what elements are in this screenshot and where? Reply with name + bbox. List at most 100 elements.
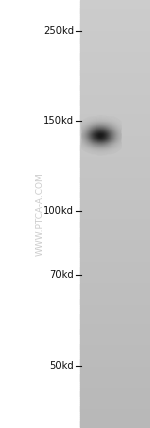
Bar — [84, 143, 85, 144]
Bar — [119, 127, 120, 128]
Bar — [110, 148, 111, 149]
Bar — [98, 125, 99, 126]
Bar — [84, 143, 85, 144]
Bar — [86, 149, 87, 150]
Bar — [96, 118, 97, 119]
Bar — [115, 145, 116, 146]
Bar — [96, 121, 97, 122]
Bar — [101, 131, 102, 132]
Bar — [106, 132, 107, 133]
Bar — [91, 136, 92, 137]
Bar — [104, 120, 105, 122]
Bar — [95, 149, 96, 150]
Bar — [114, 137, 115, 138]
Bar — [88, 125, 89, 127]
Bar — [104, 152, 105, 153]
Bar — [80, 235, 150, 238]
Bar — [101, 139, 102, 140]
Bar — [112, 125, 113, 127]
Bar — [98, 120, 99, 122]
Bar — [99, 142, 100, 143]
Bar — [90, 139, 91, 140]
Bar — [80, 263, 150, 265]
Bar — [102, 140, 103, 141]
Bar — [82, 129, 83, 131]
Bar — [114, 149, 115, 150]
Bar — [94, 144, 95, 146]
Bar — [86, 134, 87, 136]
Bar — [80, 218, 150, 220]
Bar — [82, 143, 83, 145]
Bar — [85, 122, 86, 123]
Bar — [80, 122, 150, 124]
Bar — [99, 133, 100, 134]
Bar — [112, 134, 113, 135]
Bar — [98, 150, 99, 151]
Bar — [86, 140, 87, 141]
Bar — [115, 146, 116, 147]
Bar — [115, 139, 116, 140]
Bar — [96, 133, 97, 134]
Bar — [89, 140, 90, 141]
Bar — [101, 135, 102, 137]
Bar — [99, 147, 100, 148]
Bar — [91, 118, 92, 119]
Bar — [80, 410, 150, 413]
Bar — [116, 119, 117, 121]
Bar — [80, 406, 150, 409]
Bar — [94, 118, 95, 119]
Bar — [108, 135, 109, 137]
Bar — [111, 122, 112, 123]
Bar — [80, 98, 150, 101]
Bar — [108, 129, 109, 131]
Bar — [82, 123, 83, 124]
Bar — [80, 205, 150, 208]
Bar — [99, 125, 100, 127]
Bar — [106, 143, 107, 144]
Bar — [91, 134, 92, 136]
Bar — [115, 125, 116, 126]
Bar — [107, 119, 108, 121]
Bar — [84, 136, 85, 137]
Bar — [93, 117, 94, 119]
Bar — [82, 131, 83, 132]
Bar — [83, 130, 84, 131]
Bar — [81, 141, 82, 142]
Bar — [97, 119, 98, 121]
Bar — [86, 144, 87, 146]
Bar — [113, 147, 114, 148]
Bar — [91, 116, 92, 118]
Bar — [98, 151, 99, 152]
Bar — [116, 143, 117, 145]
Bar — [118, 143, 119, 145]
Bar — [112, 144, 113, 146]
Bar — [80, 132, 150, 135]
Bar — [119, 131, 120, 132]
Bar — [91, 132, 92, 133]
Bar — [86, 126, 87, 128]
Bar — [97, 144, 98, 146]
Bar — [108, 150, 109, 151]
Bar — [86, 123, 87, 124]
Bar — [81, 134, 82, 136]
Bar — [86, 129, 87, 131]
Bar — [91, 125, 92, 127]
Bar — [110, 137, 111, 138]
Bar — [90, 145, 91, 146]
Bar — [94, 122, 95, 123]
Bar — [86, 147, 87, 148]
Bar — [105, 146, 106, 147]
Bar — [109, 125, 110, 126]
Bar — [106, 116, 107, 118]
Bar — [104, 127, 105, 128]
Bar — [83, 128, 84, 129]
Bar — [115, 137, 116, 138]
Bar — [101, 138, 102, 139]
Bar — [94, 119, 95, 121]
Bar — [116, 138, 117, 139]
Bar — [114, 143, 115, 145]
Bar — [111, 129, 112, 131]
Bar — [98, 119, 99, 121]
Bar — [119, 121, 120, 122]
Bar — [91, 131, 92, 132]
